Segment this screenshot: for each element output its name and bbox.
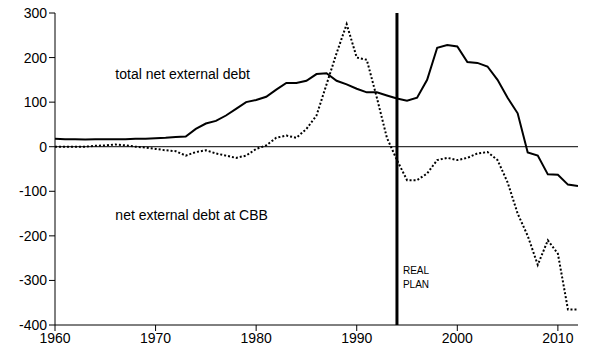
svg-text:300: 300: [24, 5, 48, 21]
svg-text:2010: 2010: [542, 330, 573, 346]
svg-text:2000: 2000: [442, 330, 473, 346]
svg-text:net external debt at CBB: net external debt at CBB: [115, 207, 268, 223]
svg-text:0: 0: [39, 139, 47, 155]
svg-text:1980: 1980: [241, 330, 272, 346]
svg-text:200: 200: [24, 50, 48, 66]
svg-text:-200: -200: [19, 228, 47, 244]
svg-text:-300: -300: [19, 272, 47, 288]
svg-text:total net external debt: total net external debt: [115, 66, 250, 82]
svg-text:1990: 1990: [341, 330, 372, 346]
svg-text:REALPLAN: REALPLAN: [403, 265, 430, 290]
svg-text:1960: 1960: [39, 329, 71, 346]
svg-text:-100: -100: [19, 183, 47, 199]
svg-text:1970: 1970: [140, 330, 171, 346]
svg-text:-400: -400: [19, 317, 47, 333]
svg-text:100: 100: [24, 94, 48, 110]
